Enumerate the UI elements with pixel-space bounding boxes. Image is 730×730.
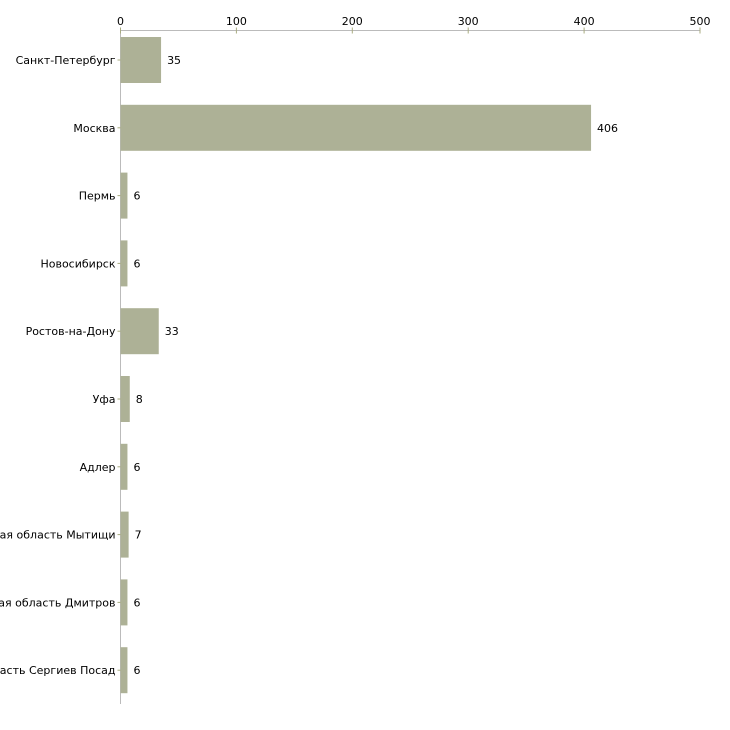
bar — [120, 579, 128, 626]
category-label: Уфа — [93, 393, 116, 406]
x-tick-label: 400 — [574, 15, 595, 28]
category-label: Новосибирск — [40, 257, 115, 270]
category-label: Санкт-Петербург — [16, 54, 116, 67]
category-label: Московская область Мытищи — [0, 529, 116, 542]
x-tick-label: 300 — [458, 15, 479, 28]
category-label: Московская область Дмитров — [0, 596, 116, 609]
category-label: Адлер — [80, 461, 116, 474]
bar — [120, 443, 128, 490]
x-tick-label: 100 — [226, 15, 247, 28]
value-label: 35 — [167, 54, 181, 67]
bar — [120, 511, 129, 558]
value-label: 6 — [133, 461, 140, 474]
bar — [120, 376, 130, 422]
bar — [120, 104, 592, 151]
value-label: 406 — [597, 122, 618, 135]
value-label: 33 — [165, 325, 179, 338]
bar — [120, 240, 128, 287]
bar — [120, 308, 159, 355]
category-label: Пермь — [79, 190, 116, 203]
x-tick-label: 0 — [117, 15, 124, 28]
bar — [120, 172, 128, 219]
bar — [120, 647, 128, 694]
value-label: 6 — [133, 190, 140, 203]
x-tick-label: 200 — [342, 15, 363, 28]
value-label: 6 — [133, 596, 140, 609]
value-label: 7 — [135, 529, 142, 542]
category-label: Московская область Сергиев Посад — [0, 664, 116, 677]
bar — [120, 37, 162, 83]
value-label: 6 — [133, 257, 140, 270]
category-label: Ростов-на-Дону — [26, 325, 116, 338]
category-label: Москва — [73, 122, 115, 135]
value-label: 8 — [136, 393, 143, 406]
value-label: 6 — [133, 664, 140, 677]
x-tick-label: 500 — [690, 15, 711, 28]
